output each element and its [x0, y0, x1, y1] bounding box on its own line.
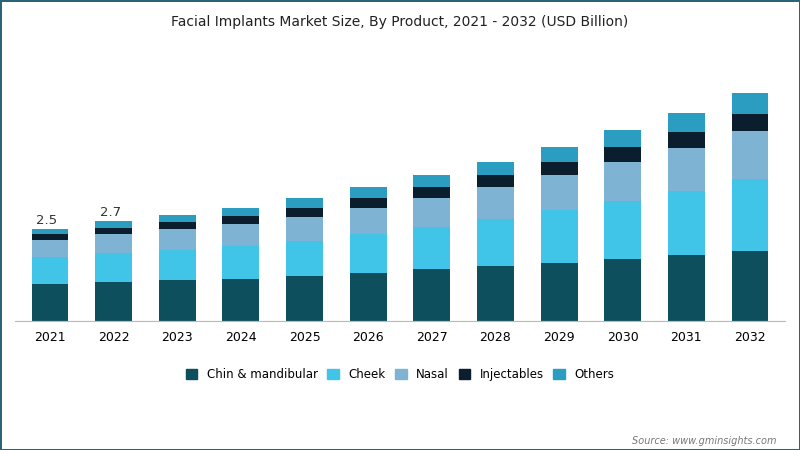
Bar [731, 251, 769, 321]
Bar [604, 162, 641, 201]
Bar [541, 263, 578, 321]
Bar [159, 222, 196, 230]
Bar [222, 279, 259, 321]
Bar [414, 175, 450, 187]
Bar [604, 201, 641, 259]
Bar [414, 187, 450, 198]
Bar [477, 266, 514, 321]
Bar [668, 255, 705, 321]
Bar [604, 259, 641, 321]
Bar [477, 187, 514, 219]
Bar [95, 228, 132, 234]
Bar [477, 175, 514, 187]
Bar [668, 148, 705, 190]
Bar [350, 273, 386, 321]
Bar [541, 210, 578, 263]
Bar [604, 130, 641, 147]
Bar [159, 215, 196, 222]
Bar [541, 162, 578, 175]
Bar [477, 162, 514, 175]
Bar [95, 221, 132, 228]
Bar [477, 219, 514, 266]
Bar [541, 175, 578, 210]
Bar [286, 198, 323, 207]
Bar [31, 284, 69, 321]
Bar [414, 269, 450, 321]
Bar [31, 234, 69, 240]
Bar [31, 229, 69, 234]
Legend: Chin & mandibular, Cheek, Nasal, Injectables, Others: Chin & mandibular, Cheek, Nasal, Injecta… [181, 363, 619, 386]
Bar [604, 147, 641, 162]
Bar [350, 207, 386, 234]
Bar [222, 207, 259, 216]
Bar [541, 147, 578, 162]
Bar [414, 227, 450, 269]
Text: 2.7: 2.7 [100, 207, 121, 220]
Bar [668, 190, 705, 255]
Bar [95, 282, 132, 321]
Bar [286, 217, 323, 241]
Bar [350, 234, 386, 273]
Bar [222, 216, 259, 224]
Title: Facial Implants Market Size, By Product, 2021 - 2032 (USD Billion): Facial Implants Market Size, By Product,… [171, 15, 629, 29]
Bar [222, 224, 259, 246]
Bar [731, 131, 769, 179]
Bar [414, 198, 450, 227]
Bar [731, 93, 769, 113]
Bar [286, 241, 323, 276]
Bar [286, 207, 323, 217]
Bar [350, 187, 386, 198]
Text: 2.5: 2.5 [36, 214, 58, 227]
Bar [731, 179, 769, 251]
Bar [222, 246, 259, 279]
Bar [350, 198, 386, 207]
Bar [159, 250, 196, 280]
Bar [31, 257, 69, 284]
Bar [668, 113, 705, 132]
Bar [731, 113, 769, 131]
Bar [159, 230, 196, 250]
Bar [95, 234, 132, 253]
Bar [95, 253, 132, 282]
Text: Source: www.gminsights.com: Source: www.gminsights.com [631, 436, 776, 446]
Bar [286, 276, 323, 321]
Bar [159, 280, 196, 321]
Bar [668, 132, 705, 148]
Bar [31, 240, 69, 257]
